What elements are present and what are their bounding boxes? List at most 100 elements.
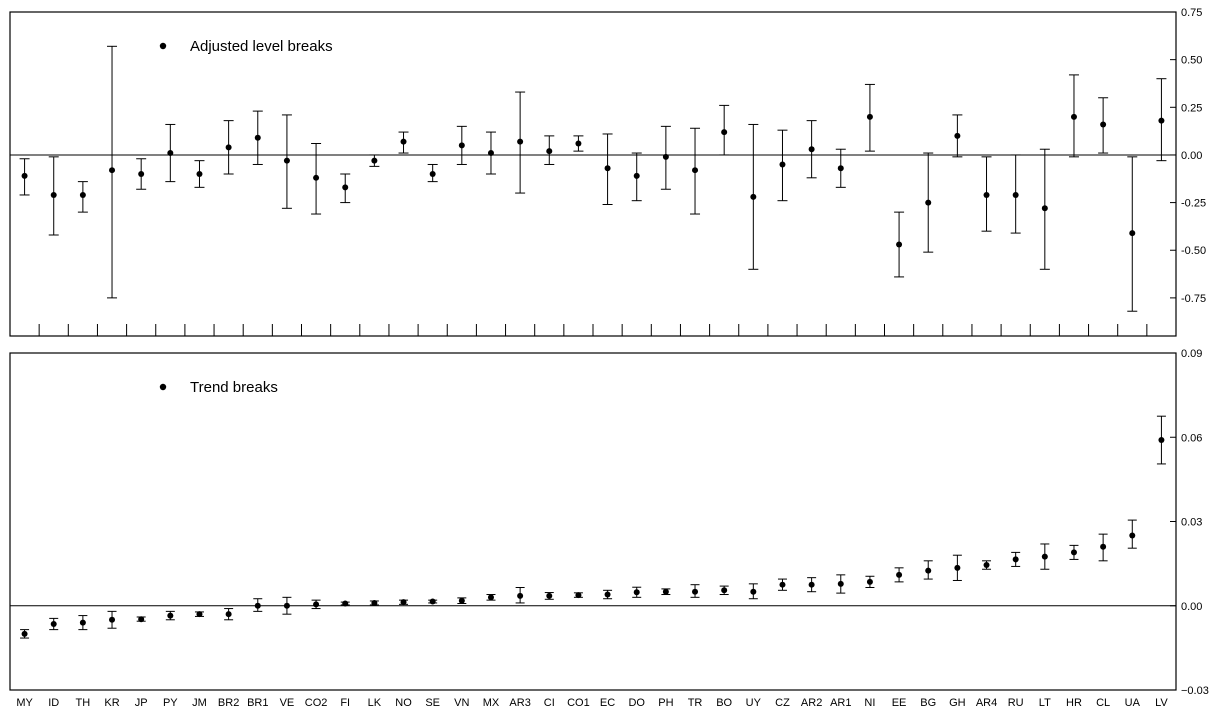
data-point <box>138 616 145 623</box>
y-tick-label: -0.75 <box>1181 293 1206 305</box>
x-category-label: EC <box>600 697 615 709</box>
x-category-label: PH <box>658 697 673 709</box>
x-category-label: FI <box>340 697 350 709</box>
data-point <box>1100 543 1107 550</box>
x-category-label: MX <box>483 697 500 709</box>
data-point <box>225 144 232 151</box>
data-point <box>750 193 757 200</box>
data-point <box>1012 556 1019 563</box>
data-point <box>371 157 378 164</box>
data-point <box>313 174 320 181</box>
data-point <box>225 611 232 618</box>
data-point <box>1041 553 1048 560</box>
x-category-label: TH <box>76 697 91 709</box>
legend-label-trend: Trend breaks <box>190 379 278 396</box>
y-tick-label: 0.50 <box>1181 55 1202 67</box>
data-point <box>50 191 57 198</box>
legend-marker-trend <box>159 383 167 391</box>
data-point <box>662 588 669 595</box>
x-category-label: BO <box>716 697 732 709</box>
y-tick-label: -0.50 <box>1181 245 1206 257</box>
x-category-label: DO <box>628 697 645 709</box>
x-category-label: AR1 <box>830 697 851 709</box>
x-category-label: BR1 <box>247 697 268 709</box>
x-category-label: HR <box>1066 697 1082 709</box>
x-category-label: AR4 <box>976 697 997 709</box>
x-category-label: JM <box>192 697 207 709</box>
y-tick-label: 0.00 <box>1181 150 1202 162</box>
data-point <box>983 562 990 569</box>
data-point <box>109 167 116 174</box>
data-point <box>138 171 145 177</box>
x-category-label: VE <box>280 697 295 709</box>
data-point <box>283 157 290 164</box>
data-point <box>429 171 436 177</box>
data-point <box>692 588 699 595</box>
data-point <box>21 172 28 179</box>
data-point <box>109 616 116 623</box>
data-point <box>925 567 932 574</box>
panel-trend-breaks: Trend breaks 0.09 0.06 0.03 0.00 −0.03 MY ID TH… <box>9 348 1209 709</box>
x-category-label: KR <box>104 697 119 709</box>
data-point <box>517 138 524 145</box>
data-point <box>458 597 465 604</box>
data-point <box>1070 113 1077 120</box>
y-tick-label: 0.03 <box>1181 517 1202 529</box>
x-category-label: TR <box>688 697 703 709</box>
data-point <box>896 241 903 248</box>
data-point <box>721 587 728 594</box>
y-tick-label: -0.25 <box>1181 198 1206 210</box>
data-point <box>575 592 582 599</box>
x-category-label: NO <box>395 697 412 709</box>
data-point <box>546 592 553 599</box>
x-category-label: LK <box>368 697 382 709</box>
x-category-label: SE <box>425 697 440 709</box>
data-point <box>604 591 611 598</box>
data-point <box>196 171 203 177</box>
data-point <box>721 129 728 136</box>
y-tick-label: 0.06 <box>1181 432 1202 444</box>
data-point <box>1158 437 1165 444</box>
x-category-label: UY <box>746 697 762 709</box>
data-point <box>429 598 436 605</box>
y-tick-label: 0.09 <box>1181 348 1202 360</box>
data-point <box>604 165 611 172</box>
data-point <box>400 599 407 606</box>
x-category-label: PY <box>163 697 178 709</box>
data-point <box>662 153 669 160</box>
data-point <box>342 600 349 607</box>
x-category-label: VN <box>454 697 469 709</box>
data-point <box>866 113 873 120</box>
data-point <box>837 580 844 587</box>
y-tick-label: 0.75 <box>1181 7 1202 19</box>
data-point <box>313 601 320 608</box>
data-point <box>808 581 815 588</box>
data-point <box>808 146 815 153</box>
data-point <box>954 132 961 139</box>
x-category-label: BG <box>920 697 936 709</box>
x-category-label: CL <box>1096 697 1110 709</box>
data-point <box>896 571 903 578</box>
x-category-label: CO2 <box>305 697 328 709</box>
data-point <box>1100 121 1107 128</box>
x-category-label: LT <box>1039 697 1051 709</box>
data-point <box>458 142 465 149</box>
x-category-label: CZ <box>775 697 790 709</box>
data-point <box>925 199 932 206</box>
data-point <box>866 578 873 585</box>
data-point <box>983 191 990 198</box>
x-category-label: CO1 <box>567 697 590 709</box>
x-category-label: MY <box>16 697 33 709</box>
x-category-label: BR2 <box>218 697 239 709</box>
data-point <box>837 165 844 172</box>
data-point <box>79 619 86 626</box>
x-category-label: LV <box>1155 697 1168 709</box>
x-category-label: NI <box>864 697 875 709</box>
data-point <box>517 592 524 599</box>
data-point <box>575 140 582 147</box>
x-category-label: CI <box>544 697 555 709</box>
data-point <box>254 602 261 609</box>
data-point <box>487 150 494 157</box>
data-point <box>21 630 28 637</box>
